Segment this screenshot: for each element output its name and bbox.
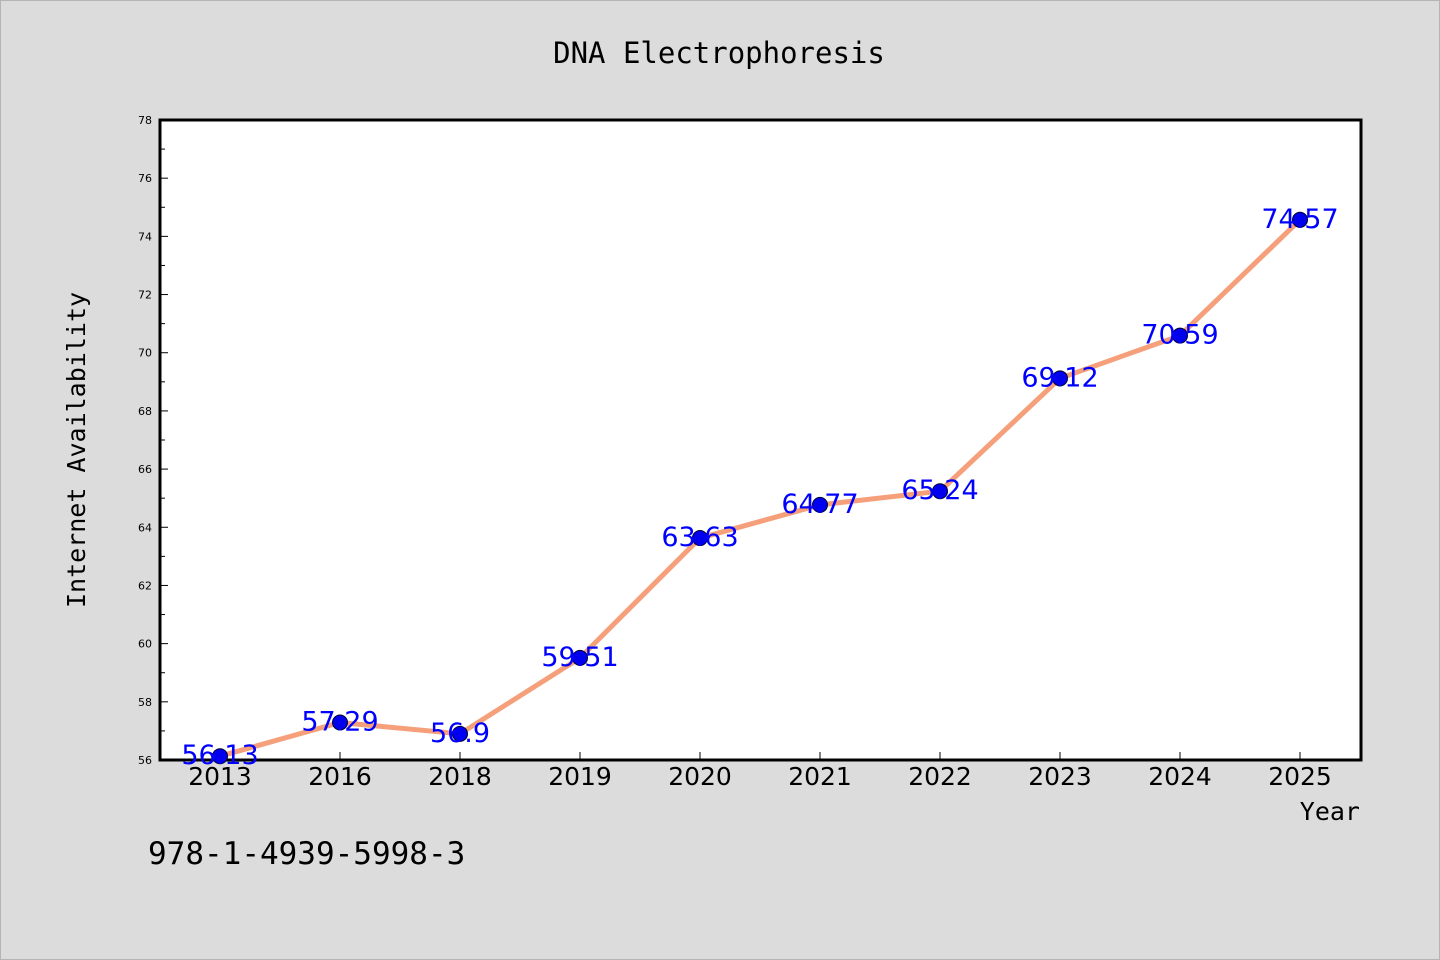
y-axis-label: Internet Availability bbox=[62, 292, 91, 608]
y-tick-label: 78 bbox=[138, 114, 152, 127]
x-axis: 2013 2016 2018 2019 2020 2021 2022 2023 2024 2025 bbox=[188, 752, 1332, 791]
data-label: 65.24 bbox=[901, 475, 978, 506]
data-label: 69.12 bbox=[1021, 362, 1098, 393]
data-point bbox=[932, 483, 948, 500]
footer-identifier: 978-1-4939-5998-3 bbox=[148, 836, 465, 872]
y-tick-label: 58 bbox=[138, 696, 152, 709]
x-tick-label: 2023 bbox=[1028, 762, 1092, 791]
y-tick-label: 56 bbox=[138, 754, 152, 767]
y-tick-label: 70 bbox=[138, 347, 152, 360]
series-layer: 56.13 57.29 56.9 59.51 63.63 64.77 65.24 69.12 7… bbox=[181, 204, 1338, 771]
data-label: 70.59 bbox=[1141, 320, 1218, 351]
y-tick-label: 66 bbox=[138, 463, 152, 476]
y-axis: 56 58 60 62 64 66 68 70 72 74 76 78 bbox=[138, 114, 168, 767]
x-tick-label: 2019 bbox=[548, 762, 612, 791]
y-tick-label: 72 bbox=[138, 289, 152, 302]
data-label: 63.63 bbox=[661, 522, 738, 553]
x-tick-label: 2024 bbox=[1148, 762, 1212, 791]
y-tick-label: 64 bbox=[138, 521, 152, 534]
x-tick-label: 2018 bbox=[428, 762, 492, 791]
x-tick-label: 2016 bbox=[308, 762, 372, 791]
y-tick-label: 62 bbox=[138, 579, 152, 592]
data-label: 56.9 bbox=[430, 718, 490, 749]
chart-title: DNA Electrophoresis bbox=[553, 36, 885, 70]
plot-area bbox=[158, 118, 1363, 762]
data-label: 74.57 bbox=[1261, 204, 1338, 235]
y-tick-label: 74 bbox=[138, 230, 152, 243]
data-point bbox=[572, 649, 588, 666]
data-point bbox=[1292, 211, 1308, 228]
data-point bbox=[1052, 370, 1068, 387]
x-tick-label: 2025 bbox=[1268, 762, 1332, 791]
x-tick-label: 2022 bbox=[908, 762, 972, 791]
data-point bbox=[452, 725, 468, 742]
series-line bbox=[217, 217, 1303, 759]
data-label: 64.77 bbox=[781, 489, 858, 520]
data-point bbox=[692, 530, 708, 547]
y-tick-label: 68 bbox=[138, 405, 152, 418]
data-label: 59.51 bbox=[541, 642, 618, 673]
x-tick-label: 2020 bbox=[668, 762, 732, 791]
data-point bbox=[212, 748, 228, 765]
data-point bbox=[1172, 327, 1188, 344]
data-label: 56.13 bbox=[181, 740, 258, 771]
data-point bbox=[332, 714, 348, 731]
x-tick-label: 2013 bbox=[188, 762, 252, 791]
data-point bbox=[812, 496, 828, 513]
y-tick-label: 76 bbox=[138, 172, 152, 185]
y-tick-label: 60 bbox=[138, 638, 152, 651]
x-axis-label: Year bbox=[1300, 797, 1360, 826]
x-tick-label: 2021 bbox=[788, 762, 852, 791]
data-label: 57.29 bbox=[301, 706, 378, 737]
